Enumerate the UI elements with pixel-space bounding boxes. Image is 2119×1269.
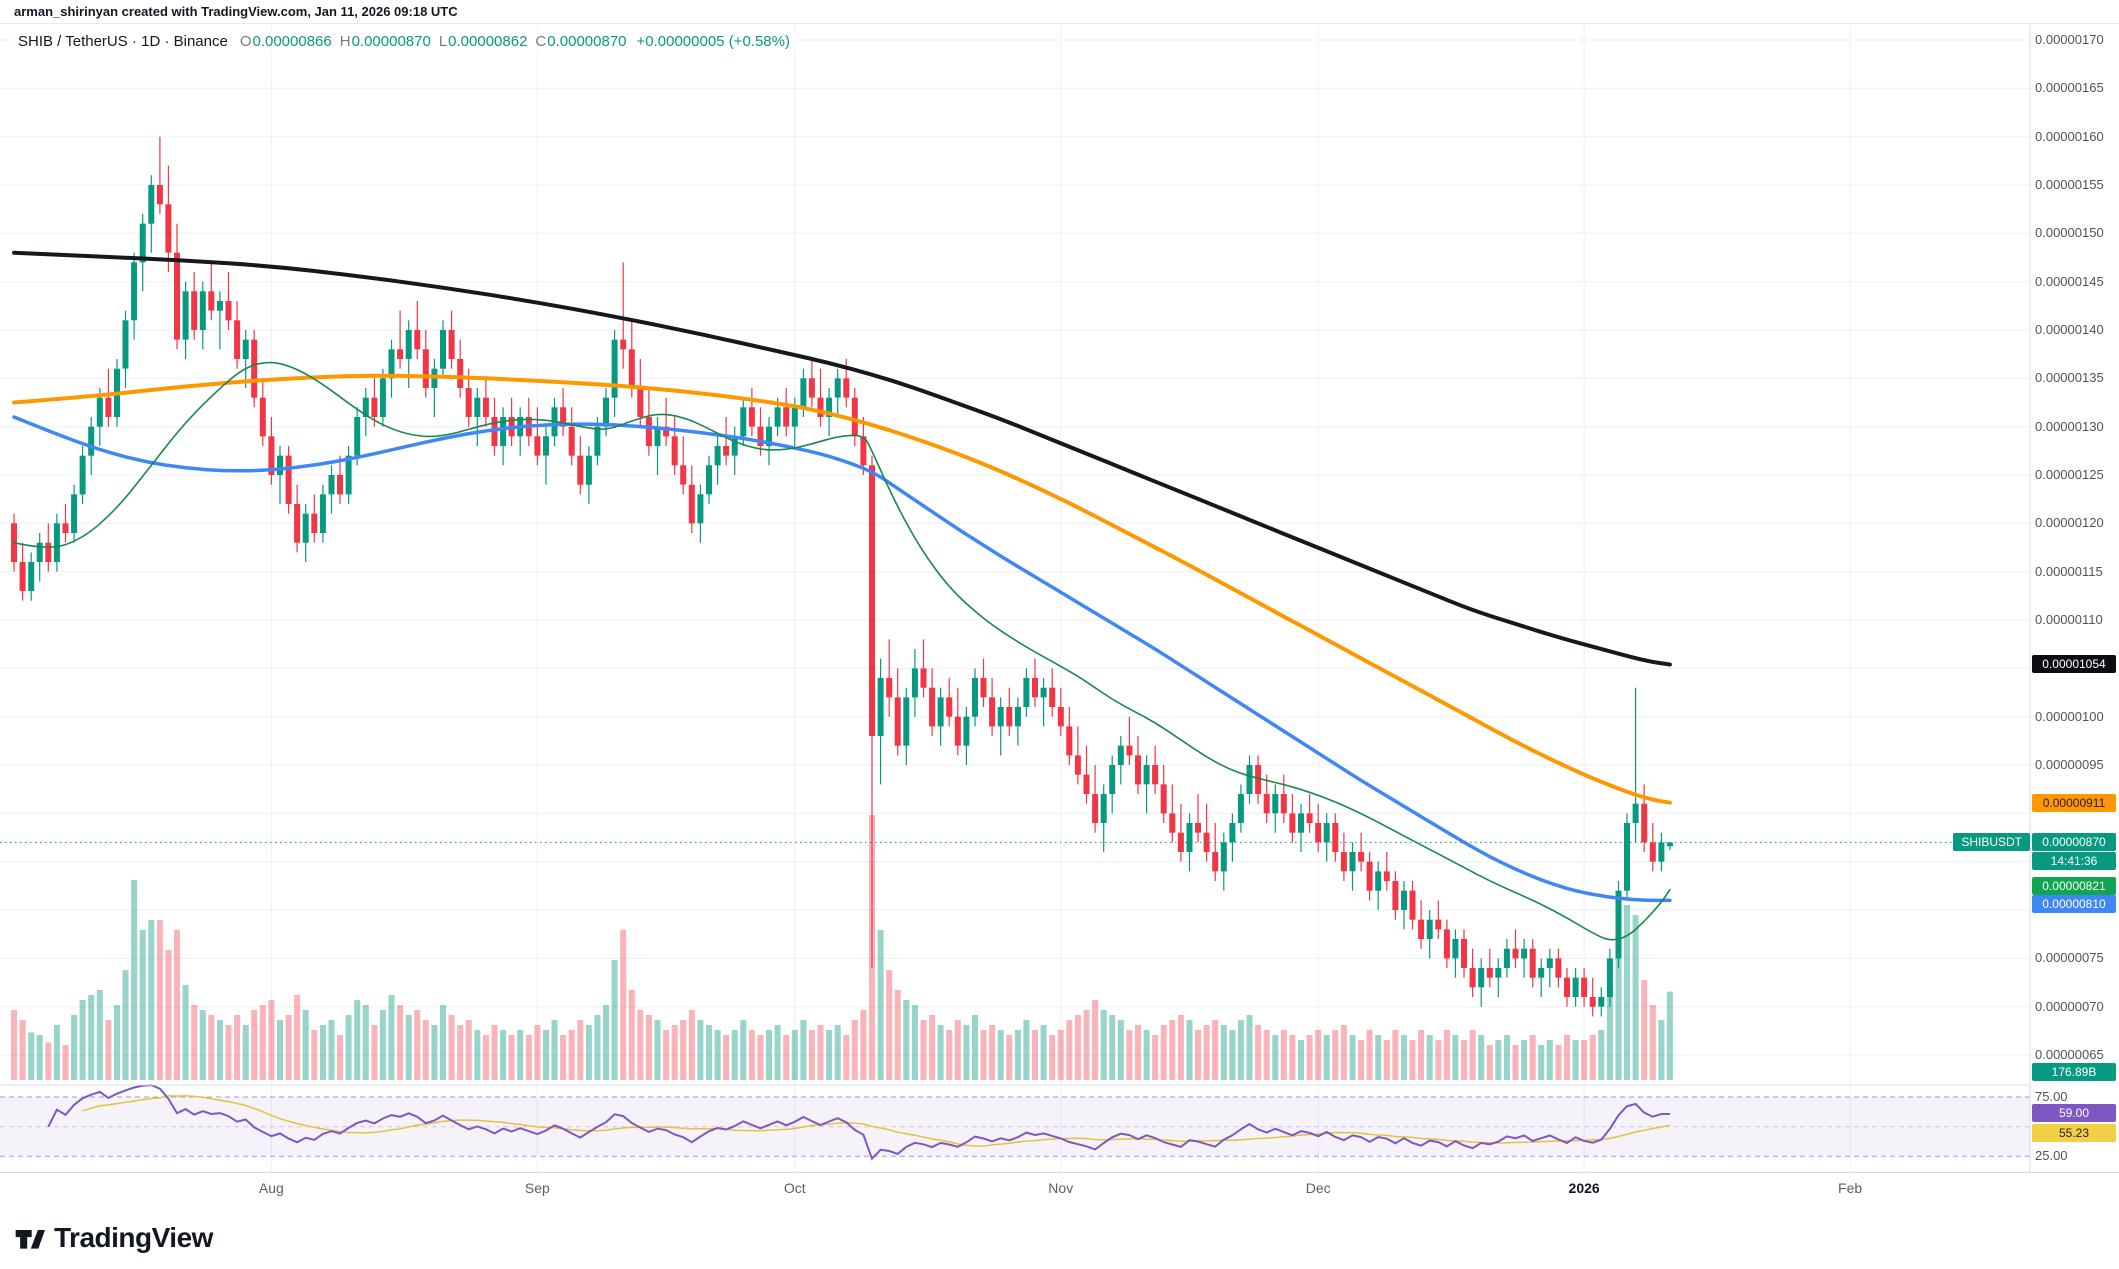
- chart-header: SHIB / TetherUS · 1D · Binance O0.000008…: [12, 31, 796, 52]
- attribution-bar: arman_shirinyan created with TradingView…: [0, 0, 2119, 24]
- price-axis-label: 0.00000170: [2035, 32, 2104, 47]
- symbol-price-tag: SHIBUSDT: [1953, 833, 2030, 852]
- price-axis-label: 0.00000165: [2035, 80, 2104, 96]
- ma-blue-price-label: 0.00000810: [2032, 895, 2116, 914]
- price-axis-label: 0.00000075: [2035, 950, 2104, 966]
- ohlc-high: H0.00000870: [340, 33, 431, 50]
- time-axis[interactable]: Aug Sep Oct Nov Dec 2026 Feb: [0, 1172, 2119, 1206]
- ohlc-low: L0.00000862: [439, 33, 528, 50]
- footer: TradingView: [0, 1207, 2119, 1269]
- price-axis-label: 0.00000145: [2035, 273, 2104, 289]
- time-axis-label: 2026: [1568, 1180, 1600, 1196]
- ma-black-price-label: 0.00001054: [2032, 655, 2116, 674]
- change-value: +0.00000005 (+0.58%): [636, 33, 790, 50]
- price-axis-label: 0.00000130: [2035, 418, 2104, 434]
- time-axis-label: Sep: [524, 1180, 550, 1196]
- price-axis-label: 0.00000155: [2035, 177, 2104, 192]
- rsi-ma-value-label: 55.23: [2032, 1124, 2116, 1142]
- ohlc-open-value: 0.00000866: [252, 33, 332, 50]
- ohlc-close: C0.00000870: [535, 33, 626, 50]
- ohlc-close-value: 0.00000870: [547, 33, 627, 50]
- price-axis-label: 0.00000125: [2035, 467, 2104, 482]
- price-axis-label: 0.00000140: [2035, 322, 2104, 337]
- price-axis-label: 0.00000160: [2035, 128, 2104, 144]
- ohlc-high-key: H: [339, 33, 351, 50]
- time-axis-label: Oct: [783, 1180, 806, 1196]
- price-axis-label: 0.00000065: [2035, 1047, 2104, 1063]
- ohlc-open-key: O: [239, 33, 252, 50]
- price-axis-label: 0.00000115: [2035, 563, 2103, 579]
- ohlc-close-key: C: [535, 33, 547, 50]
- time-axis-label: Aug: [258, 1180, 284, 1196]
- price-axis[interactable]: 0.00000170 0.00000165 0.00000160 0.00000155…: [1953, 0, 2119, 1269]
- ma-orange-price-label: 0.00000911: [2032, 793, 2116, 812]
- ma-green-price-label: 0.00000821: [2032, 876, 2116, 895]
- price-axis-label: 0.00000095: [2035, 757, 2104, 773]
- time-axis-label: Dec: [1305, 1180, 1331, 1196]
- time-axis-label: Feb: [1838, 1180, 1863, 1196]
- volume-value-label: 176.89B: [2032, 1063, 2116, 1081]
- rsi-value-label: 59.00: [2032, 1104, 2116, 1122]
- tradingview-logo-text[interactable]: TradingView: [54, 1222, 213, 1253]
- price-axis-label: 0.00000110: [2035, 612, 2103, 628]
- ohlc-low-key: L: [438, 33, 448, 50]
- rsi-axis-label: 25.00: [2035, 1148, 2068, 1164]
- rsi-axis-label: 75.00: [2035, 1089, 2068, 1104]
- price-axis-label: 0.00000120: [2035, 515, 2104, 531]
- price-axis-label: 0.00000150: [2035, 225, 2104, 241]
- price-axis-label: 0.00000100: [2035, 708, 2104, 724]
- price-axis-label: 0.00000070: [2035, 998, 2104, 1014]
- countdown-label: 14:41:36: [2032, 852, 2116, 871]
- ohlc-open: O0.00000866: [240, 33, 332, 50]
- ohlc-high-value: 0.00000870: [351, 33, 431, 50]
- price-axis-label: 0.00000135: [2035, 370, 2104, 386]
- tradingview-logo-icon[interactable]: [13, 1222, 45, 1254]
- symbol-title: SHIB / TetherUS · 1D · Binance: [18, 33, 228, 50]
- ohlc-low-value: 0.00000862: [448, 33, 528, 50]
- current-price-label: 0.00000870: [2032, 833, 2116, 852]
- time-axis-label: Nov: [1048, 1180, 1074, 1196]
